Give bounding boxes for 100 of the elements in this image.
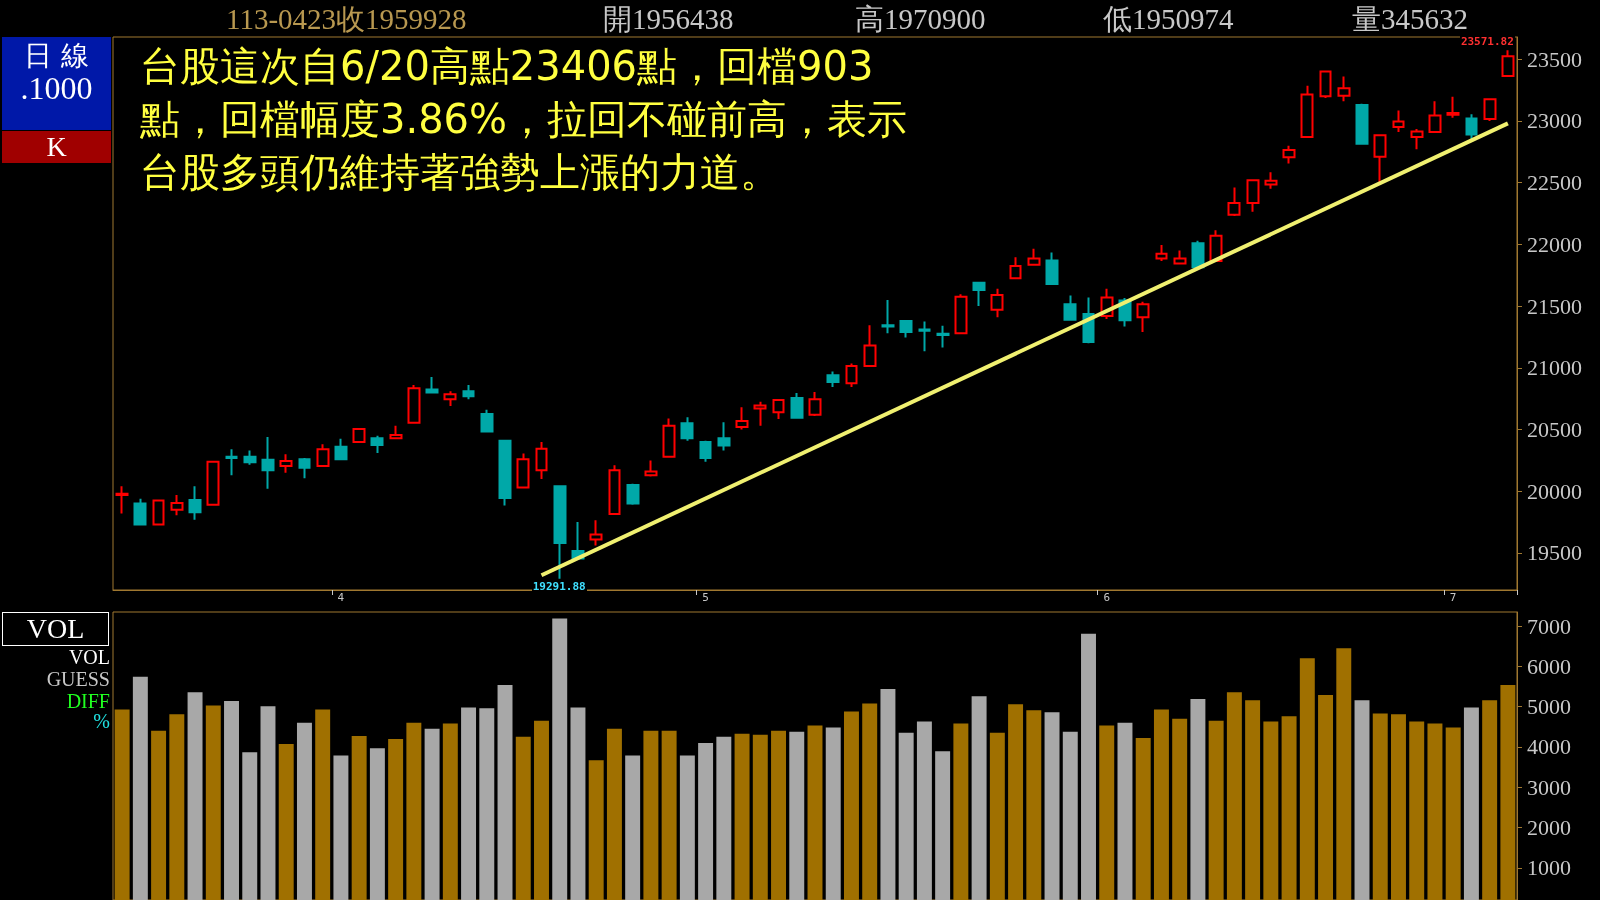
candlestick: [1446, 95, 1460, 119]
y-tick-label: 22000: [1527, 231, 1582, 257]
candlestick: [808, 390, 822, 417]
y-tick-label: 3000: [1527, 774, 1571, 800]
candlestick: [1155, 243, 1168, 263]
candlestick: [1300, 84, 1314, 138]
candlestick: [1428, 100, 1442, 134]
candlestick: [772, 398, 785, 421]
x-tick-label: 4: [337, 591, 345, 604]
y-tick-label: 19500: [1527, 540, 1582, 566]
candlestick: [790, 392, 804, 419]
candlestick: [954, 293, 968, 335]
text: 量345632: [1352, 3, 1468, 35]
x-tick-label: 7: [1449, 591, 1457, 604]
candlestick: [1392, 109, 1405, 134]
text: .1000: [2, 70, 111, 130]
candlestick: [1027, 247, 1041, 266]
candlestick: [334, 437, 348, 461]
candlestick: [535, 440, 548, 480]
candlestick: [352, 427, 366, 443]
candlestick: [443, 390, 457, 408]
candlestick: [717, 421, 731, 452]
y-tick-label: 23000: [1527, 108, 1582, 134]
candlestick: [498, 439, 512, 507]
candlestick: [881, 298, 895, 335]
text: DIFF: [66, 690, 110, 713]
candlestick: [680, 416, 694, 442]
text: 低1950974: [1103, 2, 1234, 37]
candlestick: [608, 464, 621, 516]
candlestick: [1355, 102, 1369, 145]
candlestick: [936, 324, 950, 349]
candlestick: [626, 482, 640, 506]
x-tick-label: 5: [702, 591, 709, 604]
candlestick: [1282, 144, 1296, 165]
candlestick: [589, 519, 603, 547]
y-tick-label: 23500: [1527, 46, 1582, 72]
candlestick: [699, 439, 712, 463]
candlestick: [1319, 69, 1332, 100]
candlestick: [863, 324, 877, 367]
candlestick: [152, 498, 165, 527]
candlestick: [753, 400, 767, 427]
y-tick-label: 20500: [1527, 417, 1582, 443]
candlestick: [972, 281, 986, 308]
candlestick: [644, 459, 658, 478]
candlestick: [188, 485, 202, 521]
candlestick: [1191, 239, 1205, 269]
candlestick: [133, 497, 147, 526]
text: 113-0423收1959928: [226, 2, 467, 37]
annotation: 23571.82: [1459, 35, 1515, 49]
annotation: 台股這次自6/20高點23406點，回檔903點，回檔幅度3.86%，拉回不碰前高，表示台股多頭仍維持著強勢上漲的力道。: [140, 42, 909, 197]
candlestick: [279, 453, 293, 474]
candlestick: [516, 452, 530, 489]
candlestick: [662, 417, 676, 458]
candlestick: [407, 384, 421, 424]
y-tick-label: 7000: [1527, 613, 1571, 639]
text: %: [93, 710, 110, 733]
y-tick-label: 4000: [1527, 734, 1571, 760]
candlestick: [225, 448, 238, 477]
text: 日 線: [2, 37, 111, 72]
candlestick: [735, 406, 749, 431]
x-tick-label: 6: [1103, 591, 1111, 604]
candlestick: [425, 376, 439, 394]
candlestick: [462, 384, 475, 401]
y-tick-label: 6000: [1527, 653, 1571, 679]
y-tick-label: 21500: [1527, 293, 1582, 319]
candlestick: [826, 370, 840, 388]
candlestick: [1009, 256, 1022, 280]
candlestick: [553, 485, 567, 580]
candlestick: [1373, 134, 1387, 184]
annotation: 19291.88: [531, 579, 587, 593]
y-tick-label: 5000: [1527, 694, 1571, 720]
candlestick: [990, 287, 1004, 319]
candlestick: [316, 443, 330, 467]
candlestick: [389, 424, 403, 440]
candlestick: [1264, 171, 1278, 190]
text: 高1970900: [855, 2, 986, 37]
candlestick: [1501, 49, 1515, 77]
candlestick: [1483, 98, 1497, 122]
candlestick: [206, 460, 220, 506]
candlestick: [1045, 251, 1059, 285]
candlestick: [1173, 249, 1187, 265]
candlestick: [845, 362, 858, 388]
y-tick-label: 1000: [1527, 855, 1571, 881]
y-tick-label: 20000: [1527, 478, 1582, 504]
candlestick: [1337, 75, 1351, 103]
candlestick: [298, 456, 311, 480]
candlestick: [170, 493, 184, 517]
candlestick: [370, 434, 384, 454]
candlestick: [1410, 127, 1424, 151]
y-tick-label: 22500: [1527, 170, 1582, 196]
y-tick-label: 2000: [1527, 815, 1571, 840]
text: VOL: [2, 612, 109, 646]
candlestick: [1465, 113, 1478, 141]
text: 開1956438: [603, 2, 734, 37]
y-tick-label: 21000: [1527, 355, 1582, 381]
candlestick: [1063, 294, 1077, 321]
candlestick: [115, 485, 129, 515]
candlestick: [1136, 300, 1150, 334]
candlestick: [918, 320, 931, 353]
candlestick: [261, 435, 275, 490]
